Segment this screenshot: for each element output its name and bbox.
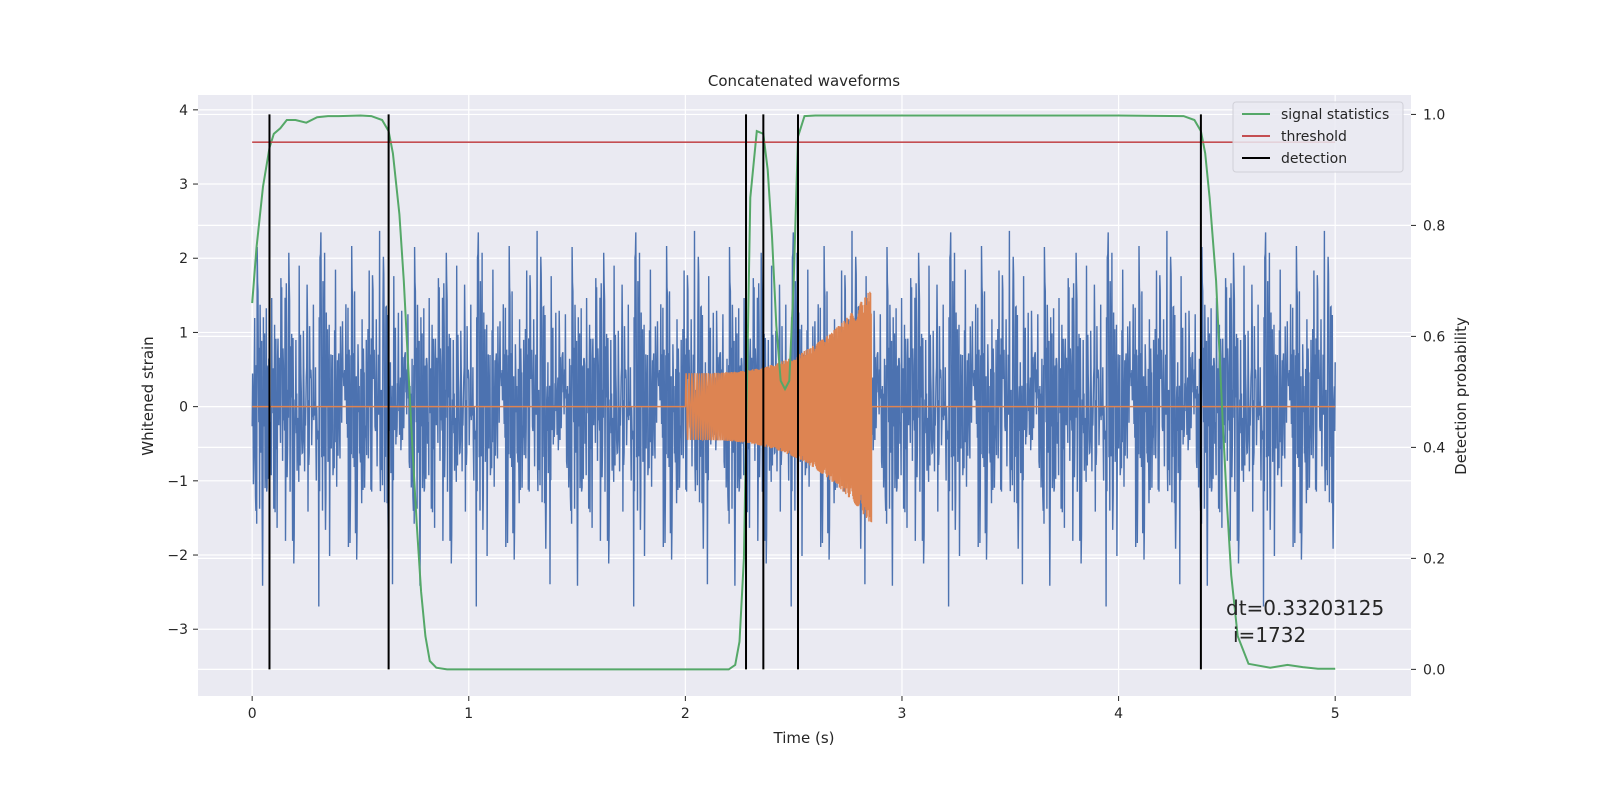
x-tick-label: 2 — [681, 706, 690, 722]
x-axis-label: Time (s) — [773, 729, 835, 747]
y-tick-label: −1 — [167, 474, 188, 490]
x-tick-label: 0 — [248, 706, 257, 722]
axis-ticks: 0 1 2 3 4 5 −3 −2 −1 0 1 2 3 4 0.0 0.2 0.4 0.6 0.8 1.0 — [167, 103, 1445, 722]
y2-tick-label: 0.2 — [1423, 551, 1445, 567]
annotation-index: i=1732 — [1233, 623, 1306, 647]
plot-content — [251, 114, 1336, 671]
series-strain-noise — [251, 230, 1336, 607]
y-axis-label: Whitened strain — [139, 336, 157, 455]
y-tick-label: 0 — [179, 400, 188, 416]
series-signal-statistics — [251, 114, 1336, 671]
x-tick-label: 3 — [898, 706, 907, 722]
y2-axis-label: Detection probability — [1452, 317, 1470, 475]
x-tick-label: 4 — [1114, 706, 1123, 722]
x-tick-label: 5 — [1331, 706, 1340, 722]
y-tick-label: 1 — [179, 325, 188, 341]
y-tick-label: −2 — [167, 548, 188, 564]
x-tick-label: 1 — [464, 706, 473, 722]
y-tick-label: 4 — [179, 103, 188, 119]
y-tick-label: −3 — [167, 622, 188, 638]
y2-tick-label: 0.8 — [1423, 218, 1445, 234]
legend-label-detection: detection — [1281, 151, 1347, 167]
y-tick-label: 3 — [179, 177, 188, 193]
legend-label-threshold: threshold — [1281, 129, 1347, 145]
chart-title: Concatenated waveforms — [708, 72, 900, 90]
legend: signal statistics threshold detection — [1232, 101, 1404, 173]
detection-lines — [268, 114, 1202, 670]
y2-tick-label: 0.0 — [1423, 662, 1445, 678]
y2-tick-label: 1.0 — [1423, 107, 1445, 123]
annotation-dt: dt=0.33203125 — [1226, 596, 1384, 620]
legend-label-signal-statistics: signal statistics — [1281, 107, 1389, 123]
legend-box — [1232, 101, 1404, 173]
series-injected-waveform — [252, 291, 1336, 523]
y2-tick-label: 0.4 — [1423, 440, 1445, 456]
y-tick-label: 2 — [179, 251, 188, 267]
y2-tick-label: 0.6 — [1423, 329, 1445, 345]
